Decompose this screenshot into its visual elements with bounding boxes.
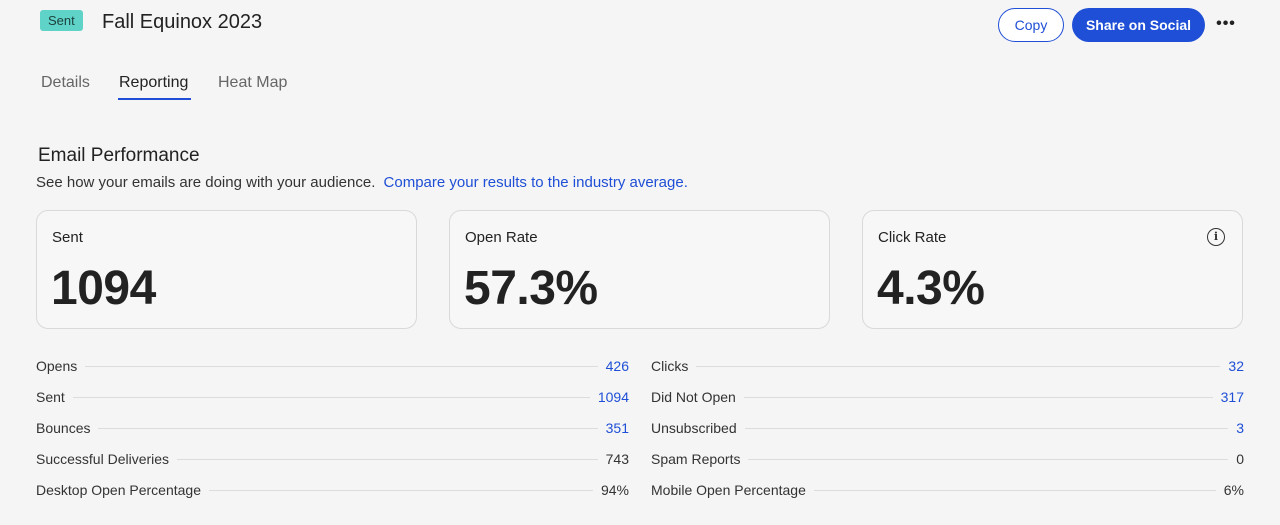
stat-label: Spam Reports xyxy=(651,451,741,467)
stat-row-unsubscribed: Unsubscribed 3 xyxy=(651,418,1244,438)
leader-line xyxy=(744,427,1229,429)
industry-average-link[interactable]: Compare your results to the industry ave… xyxy=(383,174,688,191)
stat-label: Desktop Open Percentage xyxy=(36,482,201,498)
leader-line xyxy=(85,365,598,367)
stat-row-sent: Sent 1094 xyxy=(36,387,629,407)
active-tab-indicator xyxy=(118,98,191,100)
leader-line xyxy=(72,396,590,398)
stat-row-mobile-open-percentage: Mobile Open Percentage 6% xyxy=(651,480,1244,500)
card-value: 57.3% xyxy=(464,262,598,315)
leader-line xyxy=(177,458,598,460)
leader-line xyxy=(748,458,1229,460)
leader-line xyxy=(696,365,1221,367)
stat-value-link[interactable]: 317 xyxy=(1220,389,1244,405)
stat-value-link[interactable]: 32 xyxy=(1228,358,1244,374)
stat-label: Opens xyxy=(36,358,78,374)
stat-label: Clicks xyxy=(651,358,689,374)
card-label: Open Rate xyxy=(465,229,538,246)
stat-row-successful-deliveries: Successful Deliveries 743 xyxy=(36,449,629,469)
copy-button[interactable]: Copy xyxy=(998,8,1064,42)
page-title: Fall Equinox 2023 xyxy=(102,11,263,33)
more-options-icon[interactable]: ••• xyxy=(1216,15,1236,32)
leader-line xyxy=(743,396,1213,398)
click-rate-card: Click Rate 4.3% i xyxy=(862,210,1243,329)
stat-value-link[interactable]: 426 xyxy=(605,358,629,374)
stat-row-spam-reports: Spam Reports 0 xyxy=(651,449,1244,469)
stat-label: Mobile Open Percentage xyxy=(651,482,806,498)
tab-heat-map[interactable]: Heat Map xyxy=(218,74,288,91)
stat-row-desktop-open-percentage: Desktop Open Percentage 94% xyxy=(36,480,629,500)
card-value: 4.3% xyxy=(877,262,985,315)
stat-row-clicks: Clicks 32 xyxy=(651,356,1244,376)
stat-label: Bounces xyxy=(36,420,91,436)
stat-value-link[interactable]: 351 xyxy=(605,420,629,436)
tab-reporting[interactable]: Reporting xyxy=(119,74,189,91)
sent-card: Sent 1094 xyxy=(36,210,417,329)
stat-value: 743 xyxy=(605,451,629,467)
section-title: Email Performance xyxy=(38,145,200,166)
stat-label: Unsubscribed xyxy=(651,420,737,436)
open-rate-card: Open Rate 57.3% xyxy=(449,210,830,329)
info-icon[interactable]: i xyxy=(1207,228,1225,246)
leader-line xyxy=(813,489,1216,491)
tab-details[interactable]: Details xyxy=(41,74,90,91)
section-subtitle-text: See how your emails are doing with your … xyxy=(36,174,376,191)
card-value: 1094 xyxy=(51,262,156,315)
stat-row-did-not-open: Did Not Open 317 xyxy=(651,387,1244,407)
card-label: Sent xyxy=(52,229,83,246)
leader-line xyxy=(98,427,598,429)
stat-label: Did Not Open xyxy=(651,389,736,405)
stat-value: 6% xyxy=(1223,482,1244,498)
stat-value-link[interactable]: 1094 xyxy=(597,389,629,405)
stat-value-link[interactable]: 3 xyxy=(1236,420,1244,436)
stat-value: 0 xyxy=(1236,451,1244,467)
stat-label: Sent xyxy=(36,389,65,405)
status-badge: Sent xyxy=(40,10,83,31)
stat-label: Successful Deliveries xyxy=(36,451,170,467)
stat-row-opens: Opens 426 xyxy=(36,356,629,376)
section-subtitle: See how your emails are doing with your … xyxy=(36,174,688,192)
card-label: Click Rate xyxy=(878,229,947,246)
share-on-social-button[interactable]: Share on Social xyxy=(1072,8,1205,42)
stat-row-bounces: Bounces 351 xyxy=(36,418,629,438)
stat-value: 94% xyxy=(600,482,629,498)
leader-line xyxy=(209,489,593,491)
